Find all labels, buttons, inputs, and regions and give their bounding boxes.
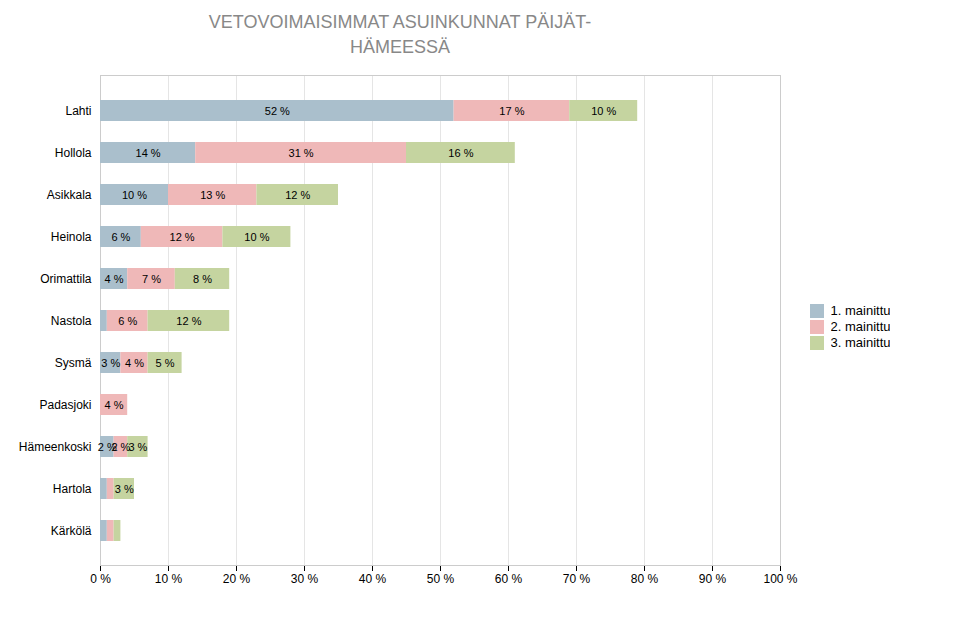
svg-text:4 %: 4 % [125, 357, 144, 369]
svg-text:10 %: 10 % [591, 105, 616, 117]
svg-text:Lahti: Lahti [65, 104, 91, 118]
svg-text:7 %: 7 % [142, 273, 161, 285]
svg-text:Nastola: Nastola [51, 314, 92, 328]
svg-text:30 %: 30 % [291, 572, 319, 586]
svg-text:5 %: 5 % [156, 357, 175, 369]
html-text:VETOVOIMAISIMMAT ASUINKUNNAT P: VETOVOIMAISIMMAT ASUINKUNNAT PÄIJÄT- HÄM… [208, 12, 592, 58]
svg-text:50 %: 50 % [427, 572, 455, 586]
html-text:2. mainittu: 2. mainittu [830, 319, 891, 335]
svg-text:Orimattila: Orimattila [40, 272, 92, 286]
svg-text:100 %: 100 % [763, 572, 797, 586]
svg-text:40 %: 40 % [359, 572, 387, 586]
svg-text:20 %: 20 % [223, 572, 251, 586]
svg-text:8 %: 8 % [193, 273, 212, 285]
html-text:3. mainittu: 3. mainittu [830, 335, 891, 351]
svg-text:14 %: 14 % [136, 147, 161, 159]
svg-text:Sysmä: Sysmä [55, 356, 92, 370]
svg-text:60 %: 60 % [495, 572, 523, 586]
svg-text:2 %: 2 % [97, 440, 117, 453]
svg-text:Heinola: Heinola [51, 230, 92, 244]
svg-text:31 %: 31 % [289, 147, 314, 159]
svg-text:10 %: 10 % [155, 572, 183, 586]
svg-text:17 %: 17 % [499, 105, 524, 117]
svg-text:70 %: 70 % [563, 572, 591, 586]
svg-text:13 %: 13 % [200, 189, 225, 201]
svg-text:16 %: 16 % [448, 147, 473, 159]
svg-text:4 %: 4 % [105, 399, 124, 411]
svg-text:Hollola: Hollola [55, 146, 92, 160]
svg-text:3 %: 3 % [128, 441, 147, 453]
svg-text:0 %: 0 % [90, 572, 111, 586]
svg-text:80 %: 80 % [631, 572, 659, 586]
svg-text:10 %: 10 % [122, 189, 147, 201]
html-text:1. mainittu: 1. mainittu [830, 303, 891, 319]
svg-text:3 %: 3 % [115, 483, 134, 495]
svg-text:12 %: 12 % [285, 189, 310, 201]
svg-text:90 %: 90 % [699, 572, 727, 586]
svg-text:3 %: 3 % [101, 357, 120, 369]
svg-text:10 %: 10 % [244, 231, 269, 243]
svg-text:Kärkölä: Kärkölä [51, 524, 92, 538]
svg-text:Hartola: Hartola [53, 482, 92, 496]
svg-text:52 %: 52 % [265, 105, 290, 117]
svg-text:4 %: 4 % [105, 273, 124, 285]
svg-text:Padasjoki: Padasjoki [39, 398, 91, 412]
svg-text:6 %: 6 % [118, 315, 137, 327]
svg-text:Asikkala: Asikkala [47, 188, 92, 202]
svg-text:6 %: 6 % [111, 231, 130, 243]
svg-text:12 %: 12 % [176, 315, 201, 327]
svg-text:2 %: 2 % [111, 440, 131, 453]
svg-text:12 %: 12 % [170, 231, 195, 243]
svg-text:Hämeenkoski: Hämeenkoski [19, 440, 92, 454]
